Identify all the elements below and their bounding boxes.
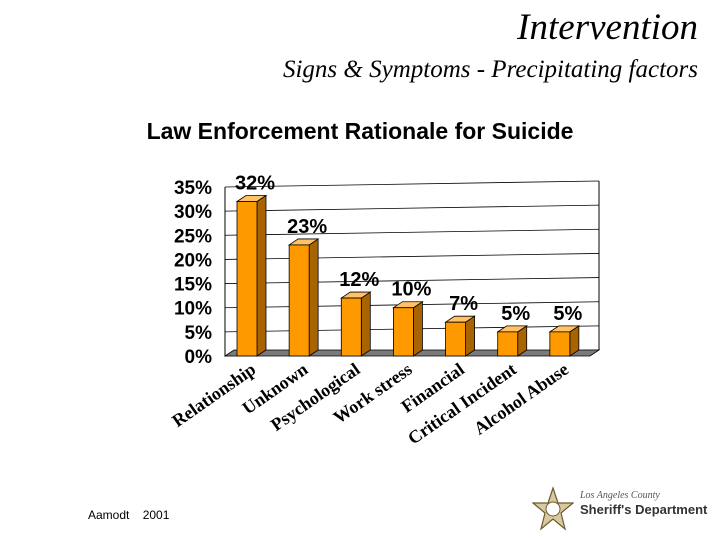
bar-side [360, 291, 371, 357]
y-tick-label: 10% [174, 299, 212, 320]
gridline [224, 180, 600, 188]
bar-relationship [235, 194, 268, 357]
logo-county-text: Los Angeles County [580, 490, 660, 501]
sheriff-logo: Los Angeles County Sheriff's Department [531, 486, 720, 536]
data-labels: 32% 23% 12% 10% 7% 5% 5% [235, 172, 583, 324]
bar-front [393, 307, 414, 357]
gridline [224, 204, 600, 212]
data-label: 5% [553, 303, 582, 325]
bar-psychological [339, 291, 372, 357]
data-label: 12% [339, 269, 379, 291]
bar-front [497, 331, 519, 357]
y-tick-label: 5% [185, 323, 213, 344]
y-tick-label: 15% [174, 275, 212, 296]
y-tick-label: 20% [174, 250, 212, 271]
data-label: 23% [287, 216, 327, 238]
bar-side [413, 300, 423, 357]
gridline [224, 253, 600, 260]
star-badge-icon [531, 486, 575, 531]
gridline [224, 277, 600, 284]
y-tick-label: 35% [174, 178, 212, 199]
y-tick-label: 0% [185, 347, 213, 368]
logo-department-text: Sheriff's Department [580, 502, 708, 517]
bar-front [340, 297, 362, 357]
bars [235, 194, 581, 357]
citation: Aamodt 2001 [88, 508, 170, 522]
bar-front [236, 201, 258, 357]
gridline [224, 228, 600, 236]
bar-side [465, 315, 475, 357]
y-tick-labels: 0% 5% 10% 15% 20% 25% 30% 35% [174, 178, 212, 368]
bar-financial [444, 315, 476, 357]
bar-unknown [287, 238, 320, 357]
slide-subtitle: Signs & Symptoms - Precipitating factors [282, 56, 698, 83]
bar-front [549, 331, 571, 357]
slide-title: Intervention [517, 7, 698, 48]
bar-critical-incident [496, 325, 529, 357]
y-tick-label: 25% [174, 226, 212, 247]
bar-side [308, 238, 319, 357]
data-label: 5% [501, 303, 530, 325]
bar-side [256, 194, 267, 357]
bar-front [445, 321, 466, 357]
y-tick-label: 30% [174, 202, 212, 223]
bar-front [288, 244, 310, 357]
bar-work-stress [392, 300, 424, 357]
bar-alcohol-abuse [548, 325, 581, 357]
category-label: Relationship [168, 359, 259, 431]
data-label: 10% [391, 279, 431, 301]
data-label: 7% [449, 293, 478, 315]
data-label: 32% [235, 172, 275, 194]
chart-title: Law Enforcement Rationale for Suicide [146, 118, 574, 144]
